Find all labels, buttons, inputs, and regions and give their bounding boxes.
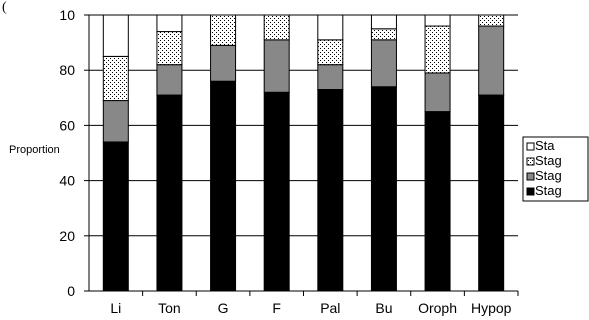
bar-segment — [424, 72, 451, 113]
bars — [102, 14, 505, 292]
legend-swatch — [526, 142, 535, 151]
y-tick-label: 0 — [67, 283, 75, 299]
bar-segment — [317, 14, 344, 41]
top-fragment: ( — [2, 0, 7, 15]
bar-segment — [317, 39, 344, 66]
bar-segment — [156, 14, 183, 33]
bar-segment — [210, 80, 237, 292]
y-tick-label: 60 — [59, 117, 75, 133]
bar-segment — [210, 14, 237, 46]
bar-segment — [210, 44, 237, 82]
gridlines — [89, 14, 518, 237]
bar-segment — [263, 14, 290, 41]
legend-swatch — [526, 157, 535, 166]
bar-segment — [317, 64, 344, 91]
legend-swatch — [526, 172, 535, 181]
legend-label: Stag — [535, 168, 562, 183]
x-tick-label: G — [218, 300, 229, 316]
bar-segment — [478, 14, 505, 27]
axes — [84, 14, 519, 296]
tick-labels: 0 20 40 60 80 10 Li Ton G F Pal Bu Oroph Hypop — [59, 7, 511, 316]
legend-swatch — [526, 187, 535, 196]
bar-segment — [370, 28, 397, 41]
bar-segment — [317, 89, 344, 292]
bar-segment — [156, 31, 183, 66]
bar-segment — [102, 14, 129, 57]
bar-segment — [102, 141, 129, 292]
y-tick-label: 20 — [59, 228, 75, 244]
x-tick-label: Li — [110, 300, 121, 316]
x-tick-label: Bu — [375, 300, 392, 316]
y-tick-label: 80 — [59, 62, 75, 78]
bar-segment — [156, 94, 183, 292]
x-tick-label: Pal — [320, 300, 340, 316]
bar-segment — [102, 55, 129, 102]
bar-segment — [478, 25, 505, 96]
bar-segment — [424, 111, 451, 292]
bar-segment — [370, 39, 397, 88]
bar-segment — [370, 86, 397, 292]
bar-segment — [370, 14, 397, 30]
legend-label: Sta — [535, 138, 555, 153]
legend-label: Stag — [535, 153, 562, 168]
y-tick-label: 40 — [59, 173, 75, 189]
bar-segment — [424, 14, 451, 27]
legend-label: Stag — [535, 183, 562, 198]
bar-segment — [478, 94, 505, 292]
bar-segment — [156, 64, 183, 96]
x-tick-label: Oroph — [418, 300, 457, 316]
bar-segment — [102, 100, 129, 143]
bar-segment — [263, 91, 290, 292]
bar-segment — [263, 39, 290, 93]
bar-segment — [424, 25, 451, 74]
x-tick-label: Ton — [158, 300, 181, 316]
y-axis-label: Proportion — [9, 144, 60, 156]
x-tick-label: Hypop — [471, 300, 512, 316]
x-tick-label: F — [272, 300, 281, 316]
y-tick-label: 10 — [59, 7, 75, 23]
